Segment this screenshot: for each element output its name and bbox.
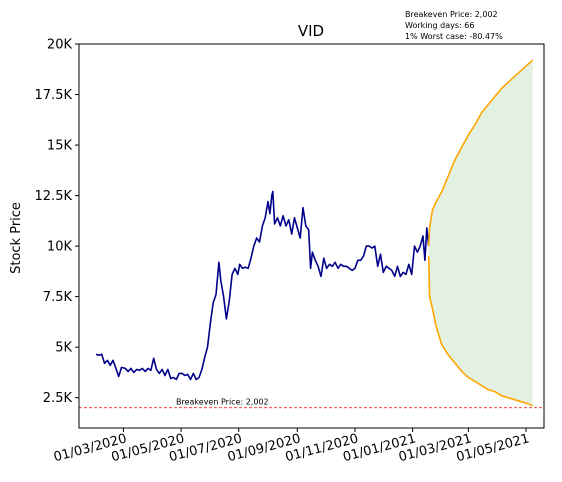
- y-tick-label: 15K: [47, 139, 73, 154]
- chart-title: VID: [298, 22, 324, 40]
- plot-frame: [78, 43, 545, 429]
- projection-band: [428, 60, 533, 406]
- y-tick-label: 20K: [47, 38, 73, 53]
- projection-upper-line: [427, 59, 534, 247]
- y-tick-label: 7.5K: [43, 290, 73, 305]
- axes: 2.5K5K7.5K10K12.5K15K17.5K20K01/03/20200…: [35, 38, 545, 465]
- projection-lower-line: [427, 256, 534, 407]
- breakeven-label: Breakeven Price: 2,002: [176, 398, 269, 407]
- y-tick-label: 17.5K: [35, 88, 73, 103]
- history-line: [95, 190, 430, 381]
- info-working-days: Working days: 66: [405, 21, 475, 30]
- plot-area: Breakeven Price: 2,002: [79, 59, 544, 409]
- y-tick-label: 10K: [47, 240, 73, 255]
- y-tick-label: 5K: [55, 341, 72, 356]
- y-tick-label: 2.5K: [43, 391, 73, 406]
- info-worst-case: 1% Worst case: -80.47%: [405, 32, 503, 41]
- y-tick-label: 12.5K: [35, 189, 73, 204]
- y-axis-label: Stock Price: [9, 202, 24, 274]
- info-breakeven: Breakeven Price: 2,002: [405, 10, 498, 19]
